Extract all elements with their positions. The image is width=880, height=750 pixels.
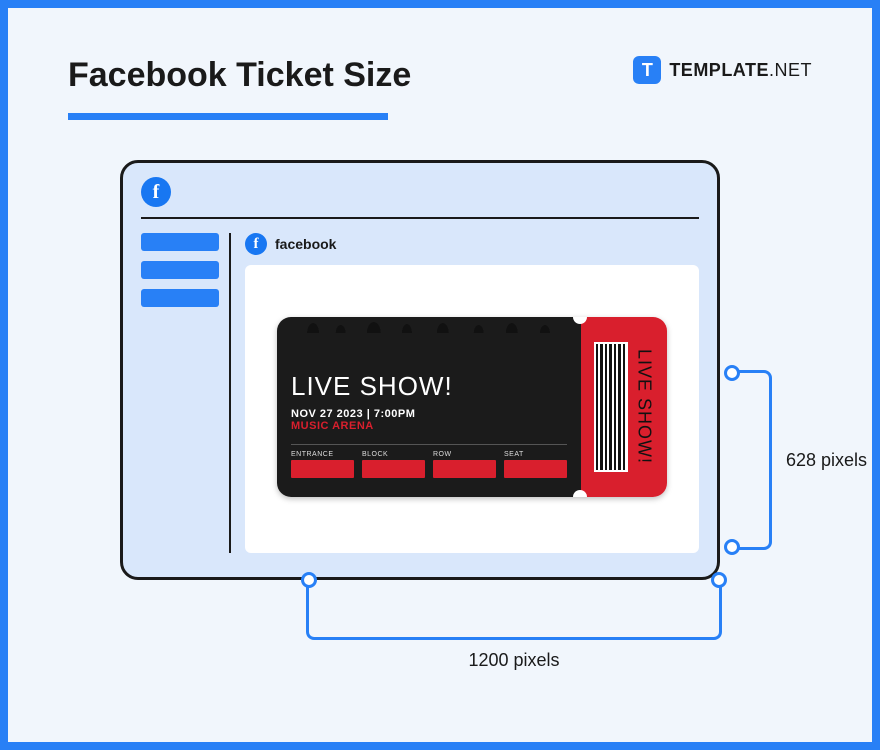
ticket-field-box (433, 460, 496, 478)
facebook-icon: f (245, 233, 267, 255)
main-column: f facebook LIVE SHOW! NOV 27 2023 | 7:00… (245, 233, 699, 553)
ticket-main: LIVE SHOW! NOV 27 2023 | 7:00PM MUSIC AR… (277, 317, 581, 497)
brand-suffix: .NET (769, 60, 812, 80)
crowd-silhouette (291, 317, 567, 333)
ticket-field-label: SEAT (504, 451, 567, 458)
template-icon: T (633, 56, 661, 84)
title-block: Facebook Ticket Size (68, 56, 411, 120)
browser-divider (141, 217, 699, 219)
sidebar-item (141, 261, 219, 279)
ticket-field-label: BLOCK (362, 451, 425, 458)
page-title: Facebook Ticket Size (68, 56, 411, 95)
facebook-icon: f (141, 177, 171, 207)
barcode-icon (594, 342, 628, 472)
ticket-notch (573, 490, 587, 497)
dimension-bracket (732, 370, 772, 550)
dimension-width: 1200 pixels (306, 580, 722, 671)
dimension-width-label: 1200 pixels (468, 650, 559, 671)
ticket-separator (291, 444, 567, 445)
sidebar (141, 233, 231, 553)
browser-mockup: f f facebook LIVE SHOW! NOV (120, 160, 720, 580)
brand-name: TEMPLATE (669, 60, 769, 80)
sidebar-item (141, 233, 219, 251)
dimension-bracket (306, 580, 722, 640)
ticket-title: LIVE SHOW! (291, 371, 567, 402)
ticket-field: BLOCK (362, 451, 425, 478)
header: Facebook Ticket Size T TEMPLATE.NET (68, 56, 812, 120)
diagram-stage: f f facebook LIVE SHOW! NOV (120, 160, 760, 580)
sidebar-item (141, 289, 219, 307)
dimension-height-label: 628 pixels (786, 450, 867, 471)
facebook-label: facebook (275, 236, 336, 252)
ticket-field-box (504, 460, 567, 478)
ticket-field: SEAT (504, 451, 567, 478)
ticket-stub: LIVE SHOW! (581, 317, 667, 497)
ticket-field: ROW (433, 451, 496, 478)
ticket-field-box (291, 460, 354, 478)
ticket-fields: ENTRANCE BLOCK ROW (291, 451, 567, 478)
brand-text: TEMPLATE.NET (669, 60, 812, 81)
ticket-date: NOV 27 2023 | 7:00PM (291, 408, 567, 420)
ticket-venue: MUSIC ARENA (291, 420, 567, 432)
ticket-field: ENTRANCE (291, 451, 354, 478)
title-underline (68, 113, 388, 120)
browser-content: f facebook LIVE SHOW! NOV 27 2023 | 7:00… (141, 233, 699, 553)
post-header: f facebook (245, 233, 699, 255)
brand-logo: T TEMPLATE.NET (633, 56, 812, 84)
post-card: LIVE SHOW! NOV 27 2023 | 7:00PM MUSIC AR… (245, 265, 699, 553)
ticket-field-label: ROW (433, 451, 496, 458)
ticket: LIVE SHOW! NOV 27 2023 | 7:00PM MUSIC AR… (277, 317, 667, 497)
dimension-height: 628 pixels (732, 370, 867, 550)
ticket-stub-text: LIVE SHOW! (634, 349, 655, 464)
ticket-field-label: ENTRANCE (291, 451, 354, 458)
ticket-field-box (362, 460, 425, 478)
